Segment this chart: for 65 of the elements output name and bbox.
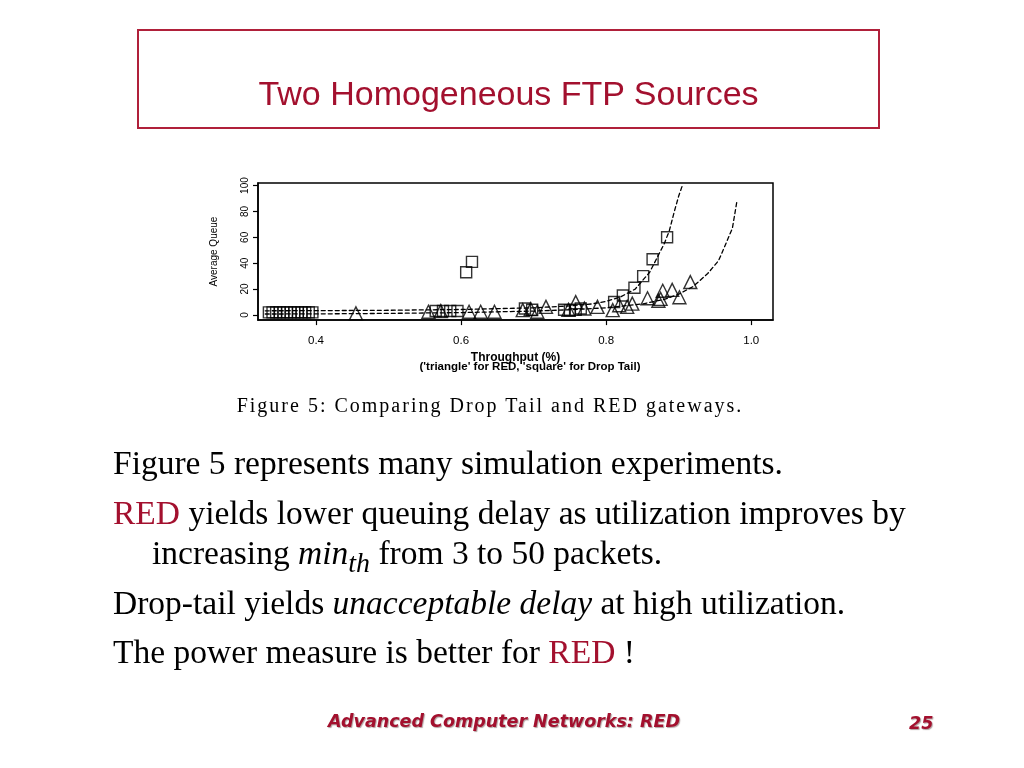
chart-title: Two Homogeneous FTP Sources — [257, 73, 760, 113]
point — [473, 304, 488, 319]
text: yields lower queuing delay as utilization improves by — [188, 494, 906, 531]
point — [620, 299, 635, 315]
y-tick-label: 80 — [238, 205, 250, 218]
point — [444, 304, 457, 318]
text: RED — [548, 633, 616, 670]
text: Advanced Computer Networks: RED — [328, 710, 680, 732]
y-axis-title: Average Queue — [207, 216, 219, 287]
text: increasing — [152, 534, 290, 571]
y-tick-label: 100 — [238, 176, 250, 194]
point — [612, 298, 627, 313]
point — [459, 266, 473, 279]
point — [306, 306, 319, 319]
point — [465, 255, 479, 269]
text: RED — [113, 494, 180, 531]
y-tick-label: 40 — [238, 257, 250, 269]
title-frame: Two Homogeneous FTP Sources — [137, 29, 880, 129]
y-tick-label: 0 — [238, 311, 250, 318]
point — [421, 304, 436, 319]
point — [574, 302, 587, 315]
text: at high utilization. — [600, 584, 846, 621]
point — [625, 296, 640, 311]
point — [530, 304, 545, 319]
point — [607, 295, 621, 309]
text: The power measure is better for — [113, 633, 540, 670]
caption: Figure 5: Comparing Drop Tail and RED gateways. — [235, 394, 745, 416]
point — [557, 303, 571, 316]
point — [672, 290, 687, 305]
point — [302, 306, 315, 319]
point — [605, 302, 620, 318]
text: unacceptable delay — [332, 584, 593, 621]
text: from 3 to 50 packets. — [378, 534, 663, 571]
point — [655, 283, 670, 298]
point — [646, 253, 659, 266]
point — [628, 281, 641, 294]
x-tick-label: 0.6 — [453, 334, 470, 347]
point — [538, 299, 554, 315]
text: Drop-tail yields — [113, 584, 325, 621]
point — [451, 304, 464, 318]
point — [568, 294, 583, 310]
caption: Figure 5 represents many simulation experiments. — [113, 444, 783, 481]
point — [298, 306, 312, 319]
point — [683, 274, 698, 290]
x-tick-label: 0.4 — [308, 334, 325, 347]
point — [569, 303, 582, 316]
text: min$_{th}$ — [298, 534, 371, 578]
text: 25 — [909, 712, 934, 734]
point — [577, 301, 592, 316]
x-tick-label: 0.8 — [598, 334, 615, 347]
point — [664, 282, 680, 298]
y-tick-label: 60 — [238, 231, 250, 243]
point — [277, 306, 290, 319]
y-tick-label: 20 — [238, 283, 250, 295]
point — [348, 306, 364, 321]
point — [461, 304, 477, 319]
point — [429, 304, 442, 318]
point — [660, 231, 674, 244]
text: ! — [623, 633, 635, 670]
x-tick-label: 1.0 — [743, 334, 760, 347]
point — [616, 289, 630, 302]
point — [487, 304, 502, 319]
point — [640, 291, 655, 306]
point — [636, 269, 650, 283]
point — [590, 299, 605, 315]
